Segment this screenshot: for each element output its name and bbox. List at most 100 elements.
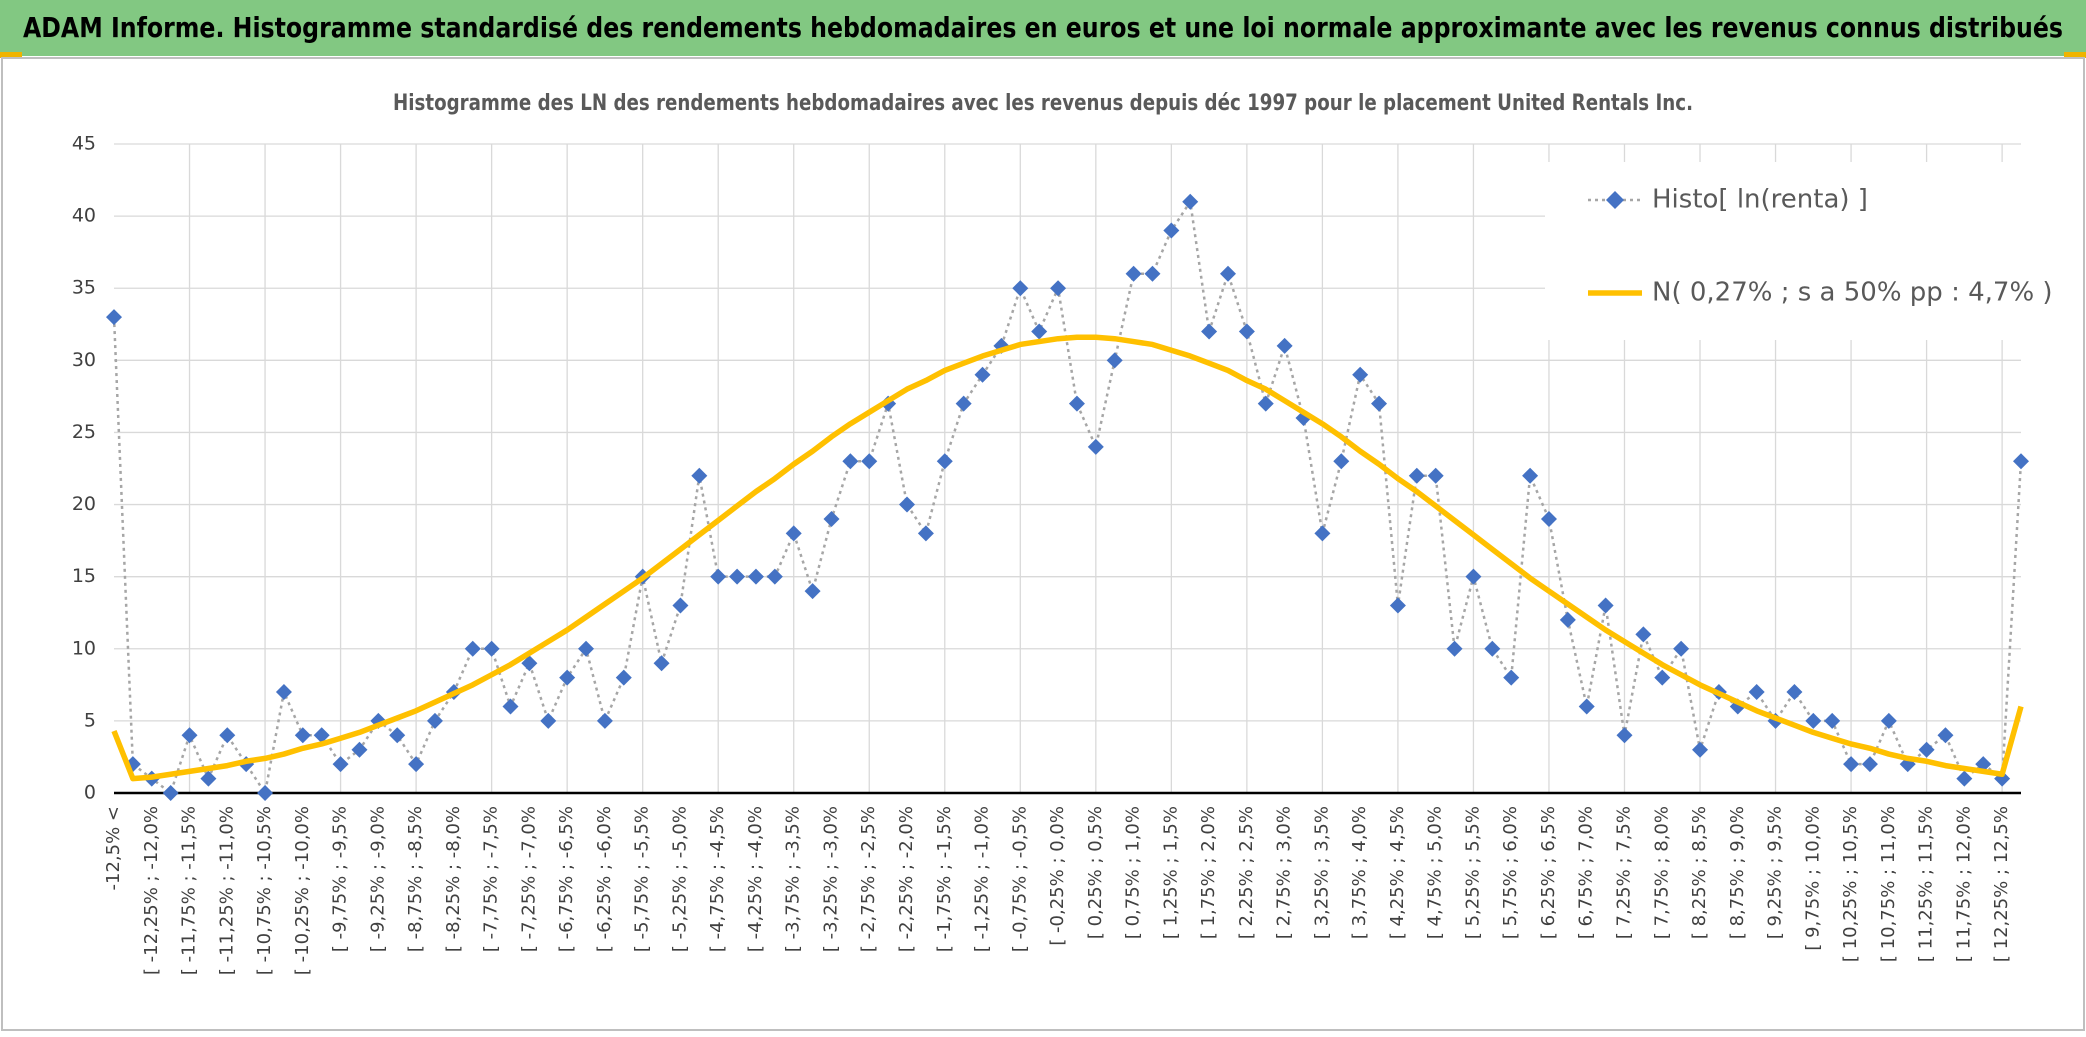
x-tick-label: [ 10,75% ; 11,0% bbox=[1878, 806, 1899, 962]
corner bbox=[2064, 52, 2086, 58]
point bbox=[653, 655, 670, 672]
point bbox=[1031, 323, 1048, 340]
point bbox=[540, 712, 557, 729]
y-tick-label: 5 bbox=[84, 709, 96, 731]
point bbox=[1427, 467, 1444, 484]
x-tick-label: [ 9,75% ; 10,0% bbox=[1802, 806, 1823, 951]
x-tick-label: [ -2,25% ; -2,0% bbox=[896, 806, 917, 952]
point bbox=[1201, 323, 1218, 340]
point bbox=[1616, 727, 1633, 744]
point bbox=[389, 727, 406, 744]
y-tick-label: 25 bbox=[72, 421, 96, 443]
x-tick-label: [ -9,25% ; -9,0% bbox=[367, 806, 388, 952]
point bbox=[1276, 337, 1293, 354]
x-tick-label: [ 0,25% ; 0,5% bbox=[1085, 806, 1106, 939]
x-tick-label: [ 4,25% ; 4,5% bbox=[1387, 806, 1408, 939]
x-tick-label: [ -6,25% ; -6,0% bbox=[594, 806, 615, 952]
point bbox=[1408, 467, 1425, 484]
point bbox=[1824, 712, 1841, 729]
x-tick-label: [ -0,75% ; -0,5% bbox=[1009, 806, 1030, 952]
point bbox=[1182, 193, 1199, 210]
corner bbox=[0, 52, 22, 58]
point bbox=[1654, 669, 1671, 686]
point bbox=[596, 712, 613, 729]
point bbox=[351, 741, 368, 758]
x-tick-label: [ -8,75% ; -8,5% bbox=[405, 806, 426, 952]
point bbox=[1692, 741, 1709, 758]
x-tick-label: [ -1,75% ; -1,5% bbox=[934, 806, 955, 952]
page-title: ADAM Informe. Histogramme standardisé de… bbox=[23, 11, 2063, 44]
point bbox=[1786, 684, 1803, 701]
x-tick-label: [ 7,75% ; 8,0% bbox=[1651, 806, 1672, 939]
point bbox=[861, 453, 878, 470]
legend-label: N( 0,27% ; s a 50% pp : 4,7% ) bbox=[1652, 278, 2053, 308]
point bbox=[1446, 640, 1463, 657]
point bbox=[766, 568, 783, 585]
x-tick-label: [ 10,25% ; 10,5% bbox=[1840, 806, 1861, 962]
point bbox=[1012, 280, 1029, 297]
point bbox=[1861, 756, 1878, 773]
point bbox=[1163, 222, 1180, 239]
point bbox=[917, 525, 934, 542]
x-tick-label: [ -4,75% ; -4,5% bbox=[707, 806, 728, 952]
point bbox=[1219, 265, 1236, 282]
point bbox=[1371, 395, 1388, 412]
chart-title: Histogramme des LN des rendements hebdom… bbox=[393, 91, 1693, 116]
x-tick-label: [ -1,25% ; -1,0% bbox=[972, 806, 993, 952]
point bbox=[1333, 453, 1350, 470]
point bbox=[804, 583, 821, 600]
y-tick-label: 35 bbox=[72, 277, 96, 299]
point bbox=[1503, 669, 1520, 686]
y-tick-label: 10 bbox=[72, 637, 96, 659]
x-tick-label: [ 8,75% ; 9,0% bbox=[1727, 806, 1748, 939]
point bbox=[1125, 265, 1142, 282]
point bbox=[464, 640, 481, 657]
point bbox=[710, 568, 727, 585]
point bbox=[1843, 756, 1860, 773]
point bbox=[1805, 712, 1822, 729]
point bbox=[1540, 510, 1557, 527]
point bbox=[1238, 323, 1255, 340]
x-tick-label: -12,5% < bbox=[103, 806, 124, 890]
x-tick-label: [ -3,75% ; -3,5% bbox=[783, 806, 804, 952]
series-line bbox=[111, 334, 2024, 782]
point bbox=[502, 698, 519, 715]
x-tick-label: [ -10,75% ; -10,5% bbox=[254, 806, 275, 975]
legend-box bbox=[1545, 162, 2021, 340]
x-tick-label: [ -4,25% ; -4,0% bbox=[745, 806, 766, 952]
point bbox=[785, 525, 802, 542]
x-tick-label: [ -11,75% ; -11,5% bbox=[179, 806, 200, 975]
point bbox=[181, 727, 198, 744]
point bbox=[219, 727, 236, 744]
point bbox=[275, 684, 292, 701]
x-tick-label: [ 3,25% ; 3,5% bbox=[1311, 806, 1332, 939]
y-tick-label: 20 bbox=[72, 493, 96, 515]
point bbox=[1144, 265, 1161, 282]
x-tick-label: [ 2,75% ; 3,0% bbox=[1274, 806, 1295, 939]
point bbox=[1352, 366, 1369, 383]
x-tick-label: [ -8,25% ; -8,0% bbox=[443, 806, 464, 952]
y-tick-label: 45 bbox=[72, 133, 96, 155]
x-tick-label: [ 1,25% ; 1,5% bbox=[1160, 806, 1181, 939]
point bbox=[483, 640, 500, 657]
point bbox=[1257, 395, 1274, 412]
x-tick-label: [ -5,25% ; -5,0% bbox=[669, 806, 690, 952]
point bbox=[1484, 640, 1501, 657]
legend-label: Histo[ ln(renta) ] bbox=[1652, 185, 1868, 215]
point bbox=[1068, 395, 1085, 412]
point bbox=[823, 510, 840, 527]
point bbox=[615, 669, 632, 686]
point bbox=[691, 467, 708, 484]
point bbox=[1918, 741, 1935, 758]
x-tick-label: [ -5,75% ; -5,5% bbox=[632, 806, 653, 952]
point bbox=[672, 597, 689, 614]
point bbox=[1465, 568, 1482, 585]
point bbox=[578, 640, 595, 657]
point bbox=[1559, 611, 1576, 628]
point bbox=[974, 366, 991, 383]
point bbox=[1597, 597, 1614, 614]
point bbox=[1937, 727, 1954, 744]
x-tick-label: [ 1,75% ; 2,0% bbox=[1198, 806, 1219, 939]
x-tick-label: [ -7,75% ; -7,5% bbox=[481, 806, 502, 952]
